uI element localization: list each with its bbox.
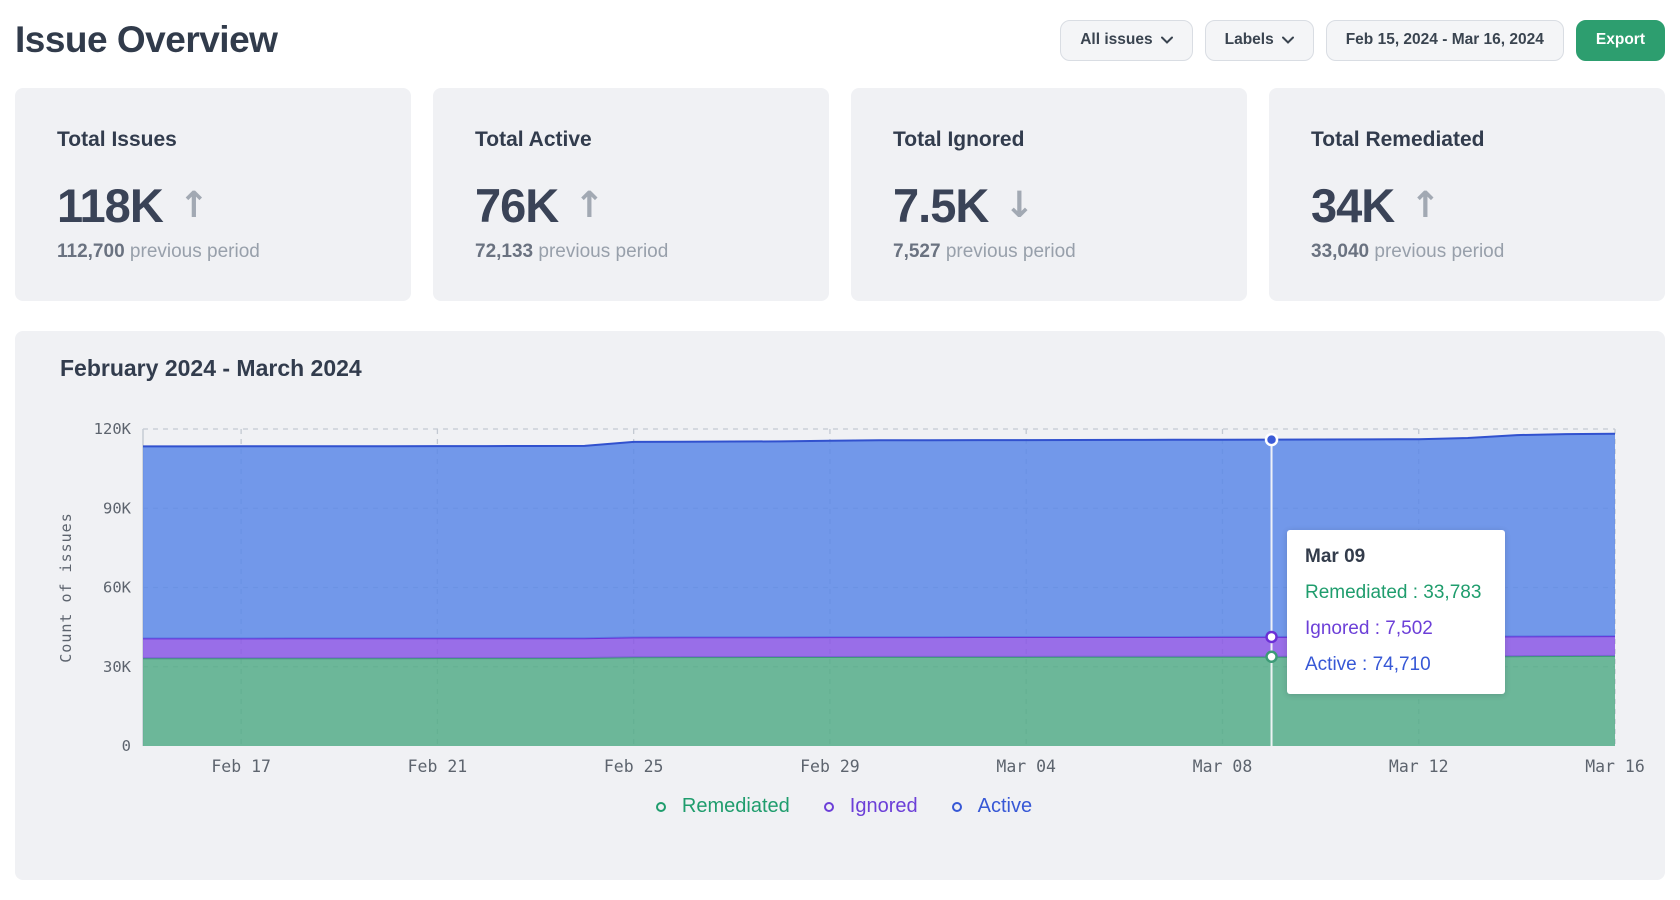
page-title: Issue Overview (15, 19, 277, 61)
trend-up-icon: ↑ (574, 185, 604, 226)
tooltip-row-ignored: Ignored : 7,502 (1305, 618, 1487, 640)
chart-title: February 2024 - March 2024 (15, 355, 1665, 382)
chevron-down-icon (1282, 36, 1294, 44)
svg-text:120K: 120K (94, 420, 132, 438)
svg-text:Feb 25: Feb 25 (604, 757, 664, 776)
stat-title: Total Issues (57, 128, 391, 152)
export-button[interactable]: Export (1576, 20, 1665, 61)
svg-text:Mar 12: Mar 12 (1389, 757, 1449, 776)
svg-text:Feb 29: Feb 29 (800, 757, 860, 776)
stat-previous-period: 72,133 previous period (475, 241, 809, 263)
stat-previous-period: 33,040 previous period (1311, 241, 1645, 263)
labels-dropdown[interactable]: Labels (1205, 20, 1314, 61)
all-issues-dropdown[interactable]: All issues (1060, 20, 1192, 61)
chart-legend: Remediated Ignored Active (15, 795, 1665, 818)
header: Issue Overview All issues Labels Feb 15,… (15, 14, 1665, 66)
legend-label: Remediated (682, 795, 790, 818)
svg-text:Mar 16: Mar 16 (1585, 757, 1645, 776)
svg-text:Feb 17: Feb 17 (211, 757, 271, 776)
legend-label: Active (978, 795, 1032, 818)
legend-marker-icon (648, 805, 674, 808)
tooltip-row-active: Active : 74,710 (1305, 654, 1487, 676)
trend-up-icon: ↑ (179, 185, 209, 226)
legend-marker-icon (944, 805, 970, 808)
svg-text:90K: 90K (103, 499, 132, 517)
stat-title: Total Active (475, 128, 809, 152)
stat-value: 7.5K (893, 178, 988, 233)
legend-marker-icon (816, 805, 842, 808)
stat-card-total-active: Total Active 76K ↑ 72,133 previous perio… (433, 88, 829, 301)
date-range-label: Feb 15, 2024 - Mar 16, 2024 (1346, 31, 1544, 49)
stat-card-total-remediated: Total Remediated 34K ↑ 33,040 previous p… (1269, 88, 1665, 301)
stats-row: Total Issues 118K ↑ 112,700 previous per… (15, 88, 1665, 301)
svg-text:Feb 21: Feb 21 (408, 757, 468, 776)
stat-previous-period: 112,700 previous period (57, 241, 391, 263)
chevron-down-icon (1161, 36, 1173, 44)
stat-value: 34K (1311, 178, 1394, 233)
trend-down-icon: ↓ (1004, 185, 1034, 226)
svg-text:30K: 30K (103, 658, 132, 676)
tooltip-date: Mar 09 (1305, 546, 1487, 568)
tooltip-row-remediated: Remediated : 33,783 (1305, 582, 1487, 604)
chart-tooltip: Mar 09 Remediated : 33,783 Ignored : 7,5… (1287, 530, 1505, 694)
trend-up-icon: ↑ (1410, 185, 1440, 226)
stat-title: Total Remediated (1311, 128, 1645, 152)
svg-text:Mar 08: Mar 08 (1193, 757, 1253, 776)
export-button-label: Export (1596, 31, 1645, 49)
svg-text:0: 0 (122, 737, 131, 755)
stat-card-total-ignored: Total Ignored 7.5K ↓ 7,527 previous peri… (851, 88, 1247, 301)
labels-dropdown-label: Labels (1225, 31, 1274, 49)
issues-chart-card: February 2024 - March 2024 0 30K 60K 90K 120… (15, 331, 1665, 880)
date-range-picker[interactable]: Feb 15, 2024 - Mar 16, 2024 (1326, 20, 1564, 61)
stat-card-total-issues: Total Issues 118K ↑ 112,700 previous per… (15, 88, 411, 301)
svg-text:Mar 04: Mar 04 (996, 757, 1056, 776)
legend-label: Ignored (850, 795, 918, 818)
stat-title: Total Ignored (893, 128, 1227, 152)
toolbar: All issues Labels Feb 15, 2024 - Mar 16,… (1060, 20, 1665, 61)
legend-item-remediated[interactable]: Remediated (648, 795, 790, 818)
legend-item-active[interactable]: Active (944, 795, 1032, 818)
stat-value: 118K (57, 178, 163, 233)
stat-value: 76K (475, 178, 558, 233)
all-issues-dropdown-label: All issues (1080, 31, 1152, 49)
svg-text:60K: 60K (103, 579, 132, 597)
svg-text:Count of issues: Count of issues (57, 512, 75, 662)
legend-item-ignored[interactable]: Ignored (816, 795, 918, 818)
stat-previous-period: 7,527 previous period (893, 241, 1227, 263)
